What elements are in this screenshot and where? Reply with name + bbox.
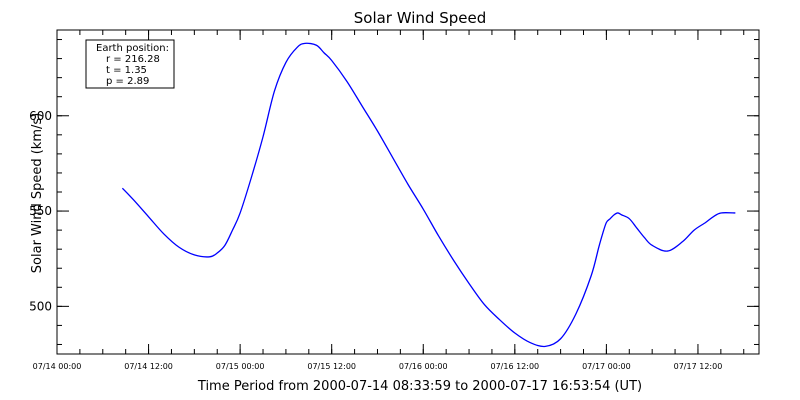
legend-title: Earth position: xyxy=(96,43,169,54)
x-tick-label: 07/15 00:00 xyxy=(216,362,265,371)
x-tick-label: 07/16 12:00 xyxy=(490,362,539,371)
series-layer xyxy=(121,42,736,348)
legend-frame xyxy=(85,39,175,89)
y-tick-label: 600 xyxy=(29,109,52,123)
axes: 500 550 600 07/14 00:00 07/14 12:00 07/15 00:… xyxy=(29,30,759,371)
x-axis-title: Time Period from 2000-07-14 08:33:59 to … xyxy=(197,379,642,394)
x-tick-label: 07/14 00:00 xyxy=(33,362,82,371)
x-tick-label: 07/14 12:00 xyxy=(124,362,173,371)
x-tick-label: 07/17 12:00 xyxy=(674,362,723,371)
legend-t: t = 1.35 xyxy=(106,65,147,76)
y-tick-label: 500 xyxy=(29,299,52,313)
legend-r: r = 216.28 xyxy=(106,54,160,65)
series-line-0 xyxy=(121,42,736,348)
legend-box: Earth position: r = 216.28 t = 1.35 p = … xyxy=(85,39,175,89)
chart-title: Solar Wind Speed xyxy=(354,9,486,27)
x-tick-label: 07/16 00:00 xyxy=(399,362,448,371)
y-tick-label: 550 xyxy=(29,204,52,218)
x-tick-label: 07/17 00:00 xyxy=(582,362,631,371)
legend-p: p = 2.89 xyxy=(106,76,149,87)
y-axis-title: Solar Wind Speed (km/s) xyxy=(30,113,45,273)
x-tick-label: 07/15 12:00 xyxy=(307,362,356,371)
